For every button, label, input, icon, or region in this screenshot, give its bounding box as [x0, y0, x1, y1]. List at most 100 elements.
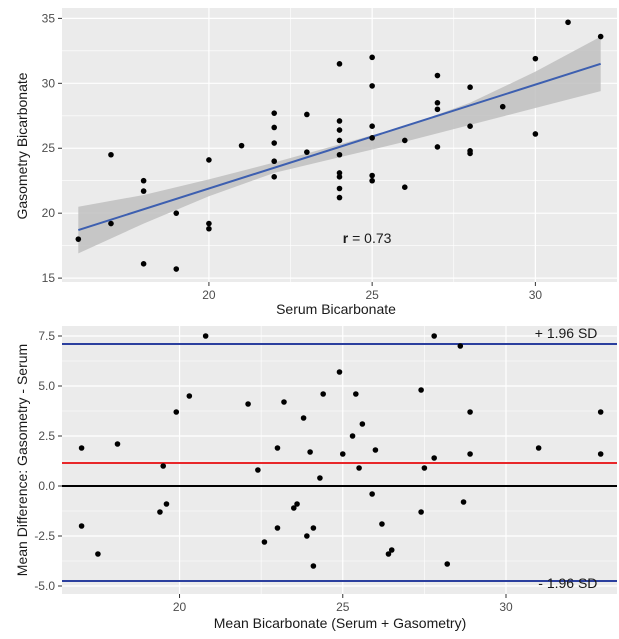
bland-altman-point — [163, 501, 170, 507]
bland-altman-x-tick-label: 30 — [499, 600, 513, 614]
bland-altman-point — [467, 409, 473, 415]
correlation-point — [206, 220, 212, 227]
bland-altman-point — [460, 499, 467, 505]
bland-altman-points — [78, 333, 604, 569]
bland-altman-plot: 20 25 30 -5.0 -2.5 0.0 2.5 5.0 7.5 + 1.96 SD - 1… — [14, 325, 617, 631]
bland-altman-point — [274, 525, 281, 531]
correlation-point — [369, 172, 375, 179]
bland-altman-point — [310, 525, 317, 531]
bland-altman-axes: 20 25 30 -5.0 -2.5 0.0 2.5 5.0 7.5 — [34, 329, 513, 614]
r-symbol: r — [343, 230, 349, 246]
correlation-point — [467, 123, 473, 129]
bland-altman-point — [114, 441, 121, 447]
bland-altman-y-tick-label: 2.5 — [38, 429, 55, 443]
bland-altman-point — [467, 451, 473, 457]
bland-altman-point — [157, 509, 163, 515]
bland-altman-y-tick-label: 7.5 — [38, 329, 55, 343]
bland-altman-point — [202, 333, 209, 339]
bland-altman-point — [78, 523, 85, 529]
bland-altman-point — [173, 409, 180, 415]
correlation-point — [271, 174, 278, 180]
r-value: = 0.73 — [348, 230, 391, 246]
correlation-point — [140, 188, 147, 194]
bland-altman-panel-background — [62, 326, 617, 594]
bland-altman-point — [186, 393, 193, 399]
bland-altman-point — [255, 467, 261, 473]
bland-altman-point — [353, 391, 359, 397]
bland-altman-point — [245, 401, 251, 407]
correlation-point — [336, 174, 343, 180]
bland-altman-point — [290, 505, 297, 511]
bland-altman-point — [300, 415, 307, 421]
correlation-point — [336, 170, 343, 176]
bland-altman-point — [304, 533, 310, 539]
correlation-annotation: r = 0.73 — [343, 230, 392, 246]
correlation-point — [597, 33, 604, 40]
correlation-y-tick-label: 15 — [42, 271, 56, 285]
confidence-band — [78, 36, 601, 254]
bland-altman-y-tick-label: 0.0 — [38, 479, 55, 493]
correlation-point — [304, 149, 310, 155]
correlation-x-tick-label: 25 — [365, 288, 379, 302]
bland-altman-point — [95, 551, 101, 557]
correlation-plot: 20 25 30 15 20 25 30 35 r = 0.73 Serum Bicarbon… — [14, 8, 617, 317]
bland-altman-point — [78, 445, 85, 451]
correlation-point — [401, 137, 408, 144]
bland-altman-point — [307, 449, 313, 455]
correlation-point — [238, 142, 245, 149]
correlation-point — [369, 135, 375, 141]
correlation-point — [336, 118, 343, 124]
bland-altman-point — [281, 399, 287, 405]
correlation-point — [532, 55, 539, 62]
bland-altman-point — [339, 451, 346, 457]
correlation-point — [271, 158, 278, 165]
bland-altman-reference-lines — [62, 343, 617, 582]
correlation-x-axis-title: Serum Bicarbonate — [276, 301, 396, 317]
correlation-points — [75, 19, 604, 272]
bland-altman-y-tick-label: -2.5 — [34, 529, 55, 543]
bland-altman-x-tick-label: 20 — [173, 600, 187, 614]
correlation-y-tick-label: 20 — [42, 206, 56, 220]
bland-altman-point — [431, 455, 437, 461]
bland-altman-point — [336, 369, 343, 375]
correlation-gridlines — [62, 8, 617, 282]
correlation-point — [532, 131, 539, 137]
bland-altman-point — [261, 539, 268, 545]
correlation-point — [336, 194, 343, 201]
correlation-x-tick-label: 20 — [202, 288, 216, 302]
correlation-point — [336, 137, 343, 144]
correlation-y-tick-label: 35 — [42, 11, 56, 25]
correlation-point — [369, 54, 375, 61]
bland-altman-point — [372, 447, 379, 453]
bland-altman-point — [457, 343, 464, 349]
bland-altman-y-tick-label: -5.0 — [34, 579, 55, 593]
bland-altman-point — [431, 333, 437, 339]
upper-limit-label: + 1.96 SD — [535, 325, 598, 341]
bland-altman-point — [379, 521, 385, 527]
correlation-point — [206, 225, 212, 232]
bland-altman-y-axis-title: Mean Difference: Gasometry - Serum — [14, 344, 30, 576]
correlation-point — [467, 150, 473, 157]
bland-altman-point — [418, 509, 424, 515]
correlation-point — [336, 151, 343, 158]
bland-altman-point — [294, 501, 300, 507]
bland-altman-point — [444, 561, 451, 567]
correlation-point — [434, 144, 441, 150]
correlation-point — [271, 124, 278, 131]
regression-line — [78, 62, 601, 232]
bland-altman-point — [535, 445, 542, 451]
correlation-point — [434, 72, 441, 79]
bland-altman-point — [310, 563, 317, 569]
bland-altman-point — [369, 491, 375, 497]
correlation-point — [271, 110, 278, 116]
bland-altman-point — [388, 547, 395, 553]
correlation-y-tick-label: 30 — [42, 76, 56, 90]
bland-altman-point — [597, 451, 604, 457]
correlation-point — [499, 103, 506, 110]
bland-altman-point — [421, 465, 428, 471]
correlation-point — [304, 111, 310, 118]
correlation-point — [336, 185, 343, 192]
correlation-point — [140, 177, 147, 184]
bland-altman-point — [349, 433, 356, 439]
